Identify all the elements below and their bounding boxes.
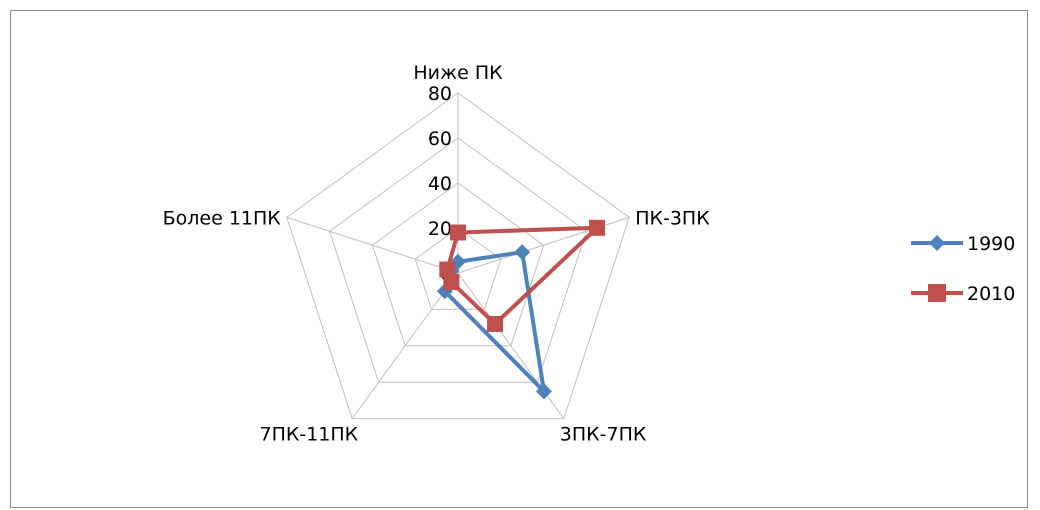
legend-item: 1990	[911, 233, 1015, 255]
r-tick-label: 80	[428, 83, 452, 105]
grid-ring	[329, 137, 587, 383]
legend-label: 1990	[967, 233, 1015, 255]
data-point	[439, 261, 456, 278]
legend-item: 2010	[911, 283, 1015, 305]
data-point	[450, 224, 466, 241]
series-layer	[436, 219, 606, 400]
axis-spoke	[286, 216, 459, 274]
category-label: Более 11ПК	[163, 207, 282, 229]
data-point	[589, 219, 606, 236]
r-tick-label: 20	[428, 218, 452, 240]
grid-ring	[371, 182, 545, 347]
legend-label: 2010	[967, 283, 1015, 305]
axis-spoke	[351, 272, 459, 419]
category-label: 7ПК-11ПК	[260, 424, 359, 446]
data-point	[443, 274, 460, 291]
grid-ring	[414, 227, 502, 310]
chart-area: 020406080 Ниже ПКПК-3ПК3ПК-7ПК7ПК-11ПКБо…	[10, 10, 1028, 508]
legend-marker	[928, 284, 946, 302]
radar-chart: 020406080 Ниже ПКПК-3ПК3ПК-7ПК7ПК-11ПКБо…	[163, 62, 1016, 446]
r-tick-label: 40	[428, 173, 452, 195]
radial-axis: 020406080	[428, 83, 452, 285]
legend: 1990 2010	[911, 233, 1015, 305]
data-point	[535, 383, 552, 400]
category-label: 3ПК-7ПК	[560, 424, 647, 446]
category-label: Ниже ПК	[413, 62, 503, 84]
grid-ring	[286, 92, 630, 420]
legend-marker	[929, 235, 945, 251]
category-labels: Ниже ПК ПК-3ПК 3ПК-7ПК 7ПК-11ПК Более 11ПК	[163, 62, 711, 446]
radar-spokes	[286, 93, 630, 419]
category-label: ПК-3ПК	[635, 207, 710, 229]
r-tick-label: 60	[428, 128, 452, 150]
data-point	[514, 244, 531, 261]
data-point	[487, 315, 504, 332]
radar-grid	[286, 92, 630, 420]
